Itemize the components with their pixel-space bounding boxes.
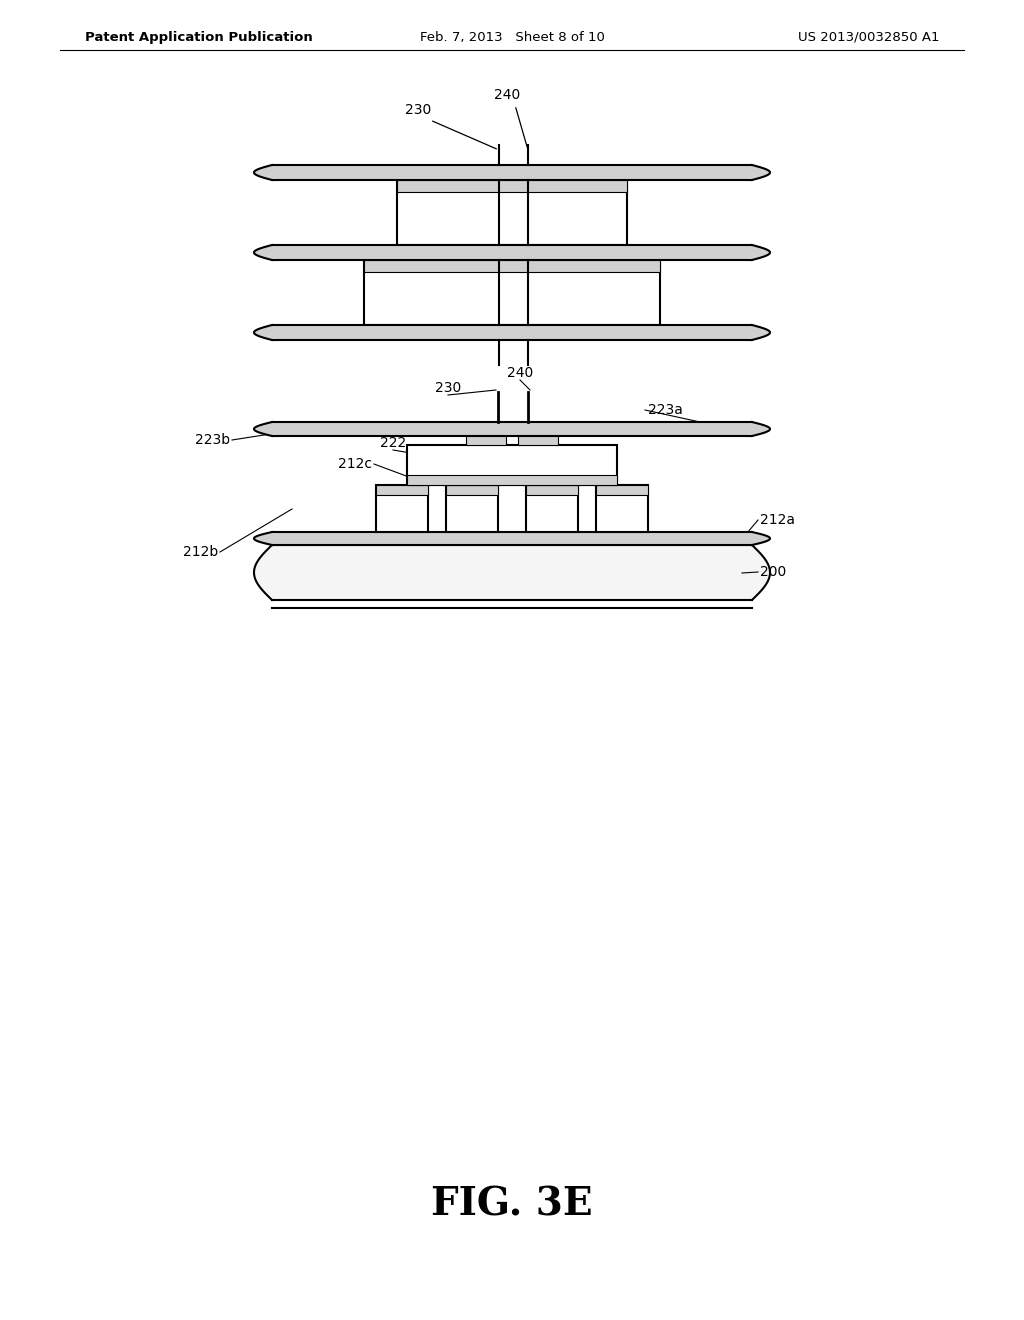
Polygon shape	[407, 445, 617, 484]
Polygon shape	[254, 165, 770, 180]
Polygon shape	[466, 436, 506, 445]
Polygon shape	[254, 545, 770, 601]
Text: 223a: 223a	[648, 403, 683, 417]
Text: FIG. 3E: FIG. 3E	[431, 1185, 593, 1224]
Polygon shape	[254, 532, 770, 545]
Polygon shape	[397, 180, 627, 246]
Polygon shape	[364, 260, 660, 272]
Text: 240: 240	[494, 88, 520, 102]
Text: 223b: 223b	[195, 433, 230, 447]
Polygon shape	[596, 484, 648, 495]
Text: 230: 230	[404, 103, 431, 117]
Text: 200: 200	[760, 565, 786, 579]
Polygon shape	[407, 475, 617, 484]
Text: 240: 240	[507, 366, 534, 380]
Text: US 2013/0032850 A1: US 2013/0032850 A1	[799, 30, 940, 44]
Polygon shape	[518, 436, 558, 445]
Polygon shape	[254, 246, 770, 260]
Text: 230: 230	[435, 381, 461, 395]
Polygon shape	[376, 484, 428, 532]
Text: 212a: 212a	[760, 513, 795, 527]
Polygon shape	[446, 484, 498, 495]
Polygon shape	[376, 484, 428, 495]
Text: Patent Application Publication: Patent Application Publication	[85, 30, 312, 44]
Polygon shape	[596, 484, 648, 532]
Text: Feb. 7, 2013   Sheet 8 of 10: Feb. 7, 2013 Sheet 8 of 10	[420, 30, 604, 44]
Polygon shape	[526, 484, 578, 495]
Polygon shape	[526, 484, 578, 532]
Polygon shape	[446, 484, 498, 532]
Text: 222: 222	[380, 436, 407, 450]
Polygon shape	[364, 260, 660, 325]
Polygon shape	[254, 422, 770, 436]
Text: 212b: 212b	[182, 545, 218, 558]
Polygon shape	[397, 180, 627, 191]
Polygon shape	[254, 325, 770, 341]
Text: 212c: 212c	[338, 457, 372, 471]
